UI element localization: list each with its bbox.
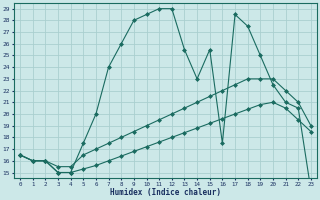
X-axis label: Humidex (Indice chaleur): Humidex (Indice chaleur) [110, 188, 221, 197]
